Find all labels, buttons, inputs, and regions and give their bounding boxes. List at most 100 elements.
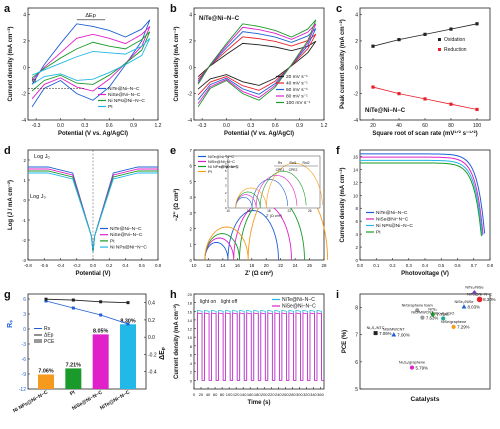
legend-label: NiTe@Ni−N−C [108,86,140,92]
jv-curve [360,162,482,237]
x-tick-label: 0.6 [272,123,279,129]
point-value-label: 7.75% [436,312,449,317]
x-tick-label: 16 [235,263,240,268]
plot-frame [193,293,325,390]
panel-letter: i [336,289,339,301]
point-value-label: 5.79% [416,365,429,370]
x-axis-label: Potential (V vs. Ag/AgCl) [224,131,294,137]
x-tick-label: 220 [268,392,275,397]
x-tick-label: 0.3 [81,123,88,129]
marker-point [409,365,415,370]
point-value-label: 7.00% [397,333,410,338]
x-axis-label: Z' (Ω cm²) [245,270,273,277]
x-axis-label: Catalysts [411,396,440,403]
legend-label: 20 mV s⁻¹ [286,74,308,80]
inset-x-tick: 10 [226,209,230,213]
delta-ep-point [126,301,130,305]
y-tick-label: 4 [190,361,193,366]
y-tick-label: 2 [23,39,26,45]
x-tick-label: 140 [240,392,247,397]
jv-curve [360,159,483,236]
y-tick-label: 18 [188,301,193,306]
bar-value-label: 7.06% [38,368,53,374]
x-tick-label: 0.4 [422,263,429,268]
x-tick-label: 12 [206,263,211,268]
y2-tick-label: 0.0 [148,335,155,341]
x-tick-label: 100 [473,123,482,129]
y-tick-label: -2 [22,92,27,98]
y-tick-label: -12 [19,387,26,393]
x-tick-label: 24 [293,263,298,268]
x-tick-label: 0.3 [406,263,413,268]
inset-curve [235,162,323,209]
panel-letter: c [336,3,342,15]
legend-label: Ni NPs@Ni−N−C [108,98,145,104]
legend-label: Reduction [444,47,467,53]
legend-label: Ni NPs@Ni−N−C [208,164,239,169]
y-tick-label: 1 [190,242,193,247]
y-tick-label: 4 [355,13,358,19]
y-tick-label: 5 [355,387,358,393]
cv-curve [197,23,317,104]
panel-h: h0 20 40 60 80 100 120 140 160 180 200 220 240 260 280… [170,289,325,406]
point-label: NiS/MWCNT [383,328,405,332]
x-tick-label: 10 [192,263,197,268]
scatter-point [397,92,401,96]
annotation-ip: Ip [32,78,37,84]
y-tick-label: 12 [188,327,193,332]
y-axis-label: Current density (mA cm⁻²) [7,27,14,102]
x-tick-label: 40 [396,123,402,129]
x-tick-label: 28 [322,263,327,268]
x-tick-label: 0.6 [139,263,146,268]
inset-y-tick: 4 [225,176,227,180]
panel-letter: b [170,3,177,15]
annotation-log-j0: Log J₀ [30,194,46,200]
x-tick-label: 0.1 [373,263,380,268]
pce-bar [38,374,54,389]
marker-point [461,304,467,309]
y-tick-label: 5 [190,179,193,184]
legend-label: NiTe@Ni−N−C [282,297,315,303]
y2-tick-label: -0.2 [148,352,157,358]
scatter-point [449,102,453,106]
y-tick-label: -4 [22,118,27,124]
y-tick-label: -6 [22,357,27,363]
y-tick-label: 0 [355,65,358,71]
y-tick-label: -1 [22,218,26,223]
y-tick-label: 8 [190,344,193,349]
legend-label: NiTe@Ni−N−C [208,154,234,159]
y-tick-label: 3 [23,312,26,318]
x-tick-label: 180 [254,392,261,397]
rs-line [45,300,129,325]
y-tick-label: 8 [355,306,358,312]
cv-curve [197,19,317,108]
inset-y-tick: 3 [225,184,227,188]
marker-point [430,312,435,317]
panel-g: g -12 -9 -6 -3 0 3 6 -0.4 -0.2 0.0 0.2 0.4 Rₛ ΔEₚ 7.06%… [4,289,166,414]
x-tick-label: 100 [226,392,233,397]
y-axis-label: Rₛ [7,320,14,328]
y-tick-label: 4 [189,13,192,19]
point-label: Ni₂S₂/NTC [367,326,385,330]
legend-swatch [438,48,441,51]
point-label: NiSe/graphene [441,320,466,324]
y-axis-label: −Z'' (Ω cm²) [173,189,180,222]
plot-frame [359,293,491,390]
x-tick-label: 340 [310,392,317,397]
nyquist-curve [204,210,279,261]
panel-title: NiTe@Ni−N−C [365,108,406,114]
panel-f: f 0.0 0.1 0.2 0.3 0.4 0.5 0.6 0.7 0.8 0 2 4 6 8 10 12 14 1… [336,145,494,277]
category-label: NiSe@Ni−N−C [71,389,104,411]
scatter-point [423,97,427,101]
legend-label: NiSe@Ni−N−C [282,304,316,310]
y-tick-label: -4 [354,118,359,124]
cv-curve [31,26,151,100]
rs-point [126,322,130,326]
y-tick-label: 0 [24,198,27,203]
y-axis-label: PCE (%) [342,330,348,353]
marker-point [415,308,420,313]
y-tick-label: -2 [22,238,26,243]
x-tick-label: -0.4 [57,263,65,268]
marker-point [373,331,378,336]
